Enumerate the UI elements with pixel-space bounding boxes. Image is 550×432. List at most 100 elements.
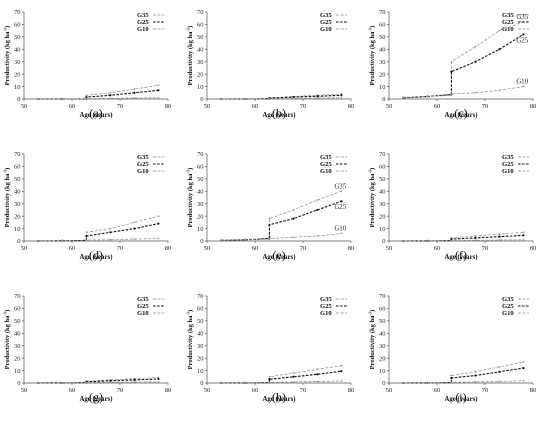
data-point xyxy=(474,45,477,48)
data-point xyxy=(474,236,477,239)
panel-label: (b) xyxy=(272,106,286,120)
data-point xyxy=(268,237,271,240)
legend-label: G10 xyxy=(137,26,149,33)
y-tick-label: 30 xyxy=(14,343,21,350)
data-point xyxy=(498,233,501,236)
data-point xyxy=(498,235,501,238)
data-point xyxy=(498,89,501,92)
y-tick-label: 10 xyxy=(379,368,386,375)
x-tick-label: 70 xyxy=(117,103,124,110)
y-tick-label: 0 xyxy=(382,238,385,245)
y-tick-label: 50 xyxy=(14,176,21,183)
y-axis-label: Productivity (kg ha-1) xyxy=(3,168,12,228)
data-point xyxy=(268,375,271,378)
series-line-g25 xyxy=(403,33,524,99)
data-point xyxy=(426,95,429,98)
legend-label: G25 xyxy=(320,303,332,310)
panel-label: (f) xyxy=(455,248,467,262)
y-tick-label: 70 xyxy=(14,9,21,16)
x-tick-label: 60 xyxy=(69,245,76,252)
panel-label: (a) xyxy=(89,106,102,120)
data-point xyxy=(109,227,112,230)
data-point xyxy=(474,60,477,63)
data-point xyxy=(522,360,525,363)
data-point xyxy=(340,190,343,193)
y-tick-label: 40 xyxy=(197,188,204,195)
y-tick-label: 20 xyxy=(379,71,386,78)
data-point xyxy=(426,239,429,242)
y-tick-label: 40 xyxy=(14,188,21,195)
x-tick-label: 60 xyxy=(434,387,441,394)
x-tick-label: 50 xyxy=(386,245,393,252)
data-point xyxy=(474,235,477,237)
data-point xyxy=(133,238,136,241)
x-tick-label: 70 xyxy=(300,387,307,394)
data-point xyxy=(292,236,295,239)
data-point xyxy=(522,234,525,237)
legend-label: G10 xyxy=(320,310,332,317)
data-point xyxy=(85,381,88,384)
legend-label: G35 xyxy=(502,154,514,161)
data-point xyxy=(157,89,160,92)
y-tick-label: 30 xyxy=(197,59,204,66)
y-tick-label: 50 xyxy=(197,318,204,325)
x-tick-label: 80 xyxy=(530,103,537,110)
series-annotation: G35 xyxy=(516,14,528,21)
data-point xyxy=(316,373,319,376)
y-axis-label: Productivity (kg ha-1) xyxy=(368,26,377,86)
data-point xyxy=(474,380,477,383)
y-tick-label: 20 xyxy=(14,213,21,220)
y-tick-label: 10 xyxy=(14,226,21,233)
legend-label: G25 xyxy=(502,19,514,26)
y-tick-label: 30 xyxy=(379,201,386,208)
y-tick-label: 40 xyxy=(379,188,386,195)
y-tick-label: 60 xyxy=(14,22,21,29)
data-point xyxy=(109,381,112,384)
y-axis-label: Productivity (kg ha-1) xyxy=(186,26,195,86)
data-point xyxy=(244,98,247,100)
legend-label: G35 xyxy=(320,12,332,19)
x-axis-label: Age (years) xyxy=(262,254,295,261)
data-point xyxy=(157,237,160,240)
chart-panel: 0 10 20 30 40 50 60 70 50 60 70 80 Age (years) Produc… xyxy=(3,293,172,404)
y-tick-label: 10 xyxy=(379,226,386,233)
series-annotation: G10 xyxy=(334,226,346,233)
x-tick-label: 70 xyxy=(117,245,124,252)
data-point xyxy=(157,215,160,218)
data-point xyxy=(133,88,136,90)
x-tick-label: 60 xyxy=(252,387,259,394)
y-tick-label: 60 xyxy=(197,164,204,171)
panel-label: (d) xyxy=(89,248,103,262)
data-point xyxy=(450,93,453,95)
series-line-g35 xyxy=(221,365,342,384)
y-axis-label: Productivity (kg ha-1) xyxy=(368,310,377,370)
data-point xyxy=(109,94,112,97)
y-axis-label: Productivity (kg ha-1) xyxy=(368,168,377,228)
data-point xyxy=(85,231,88,234)
data-point xyxy=(268,378,271,381)
data-point xyxy=(522,379,525,382)
data-point xyxy=(220,98,223,100)
data-point xyxy=(450,70,453,73)
data-point xyxy=(85,94,88,97)
y-tick-label: 60 xyxy=(379,306,386,313)
y-tick-label: 10 xyxy=(197,226,204,233)
series-annotation: G35 xyxy=(334,183,346,190)
data-point xyxy=(292,97,295,100)
series-line-g35 xyxy=(403,21,524,99)
data-point xyxy=(133,91,136,94)
y-tick-label: 20 xyxy=(14,71,21,78)
data-point xyxy=(244,238,247,241)
data-point xyxy=(85,96,88,99)
data-point xyxy=(292,217,295,220)
x-axis-label: Age (years) xyxy=(79,254,112,261)
data-point xyxy=(450,239,453,242)
series-line-g10 xyxy=(221,233,342,241)
legend-label: G35 xyxy=(137,296,149,303)
data-point xyxy=(340,232,343,235)
legend-label: G25 xyxy=(502,303,514,310)
data-point xyxy=(340,96,343,99)
y-tick-label: 50 xyxy=(197,34,204,41)
data-point xyxy=(474,370,477,373)
y-tick-label: 30 xyxy=(197,201,204,208)
